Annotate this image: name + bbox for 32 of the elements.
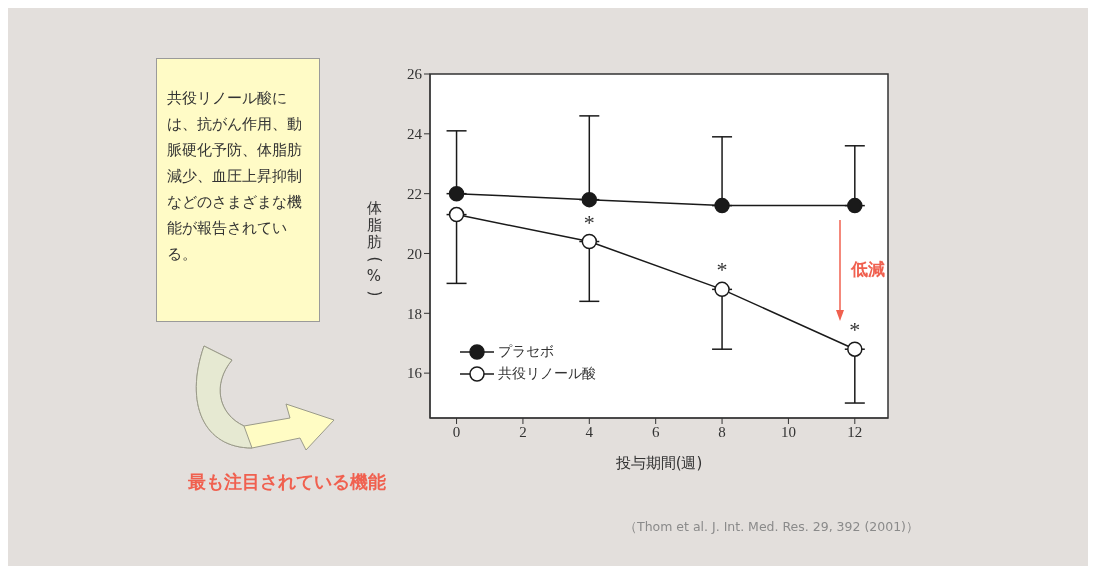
y-tick-label: 26 bbox=[407, 66, 423, 83]
x-tick-label: 0 bbox=[452, 423, 461, 440]
x-axis-title: 投与期間(週) bbox=[614, 454, 703, 472]
x-tick-label: 2 bbox=[519, 423, 527, 440]
point bbox=[714, 197, 730, 214]
y-tick-label: 16 bbox=[407, 365, 423, 382]
y-tick-label: 20 bbox=[407, 245, 422, 262]
text: 最も注目されている機能 bbox=[188, 470, 386, 494]
y-tick-label: 24 bbox=[407, 126, 423, 143]
y-axis-title: 体脂肪(%) bbox=[364, 199, 384, 299]
point bbox=[847, 341, 863, 357]
point bbox=[581, 233, 598, 250]
legend-label: プラセボ bbox=[498, 343, 554, 361]
y-tick-label: 18 bbox=[407, 305, 422, 322]
x-tick-label: 6 bbox=[651, 423, 660, 440]
point bbox=[448, 185, 465, 202]
x-tick-label: 10 bbox=[780, 423, 796, 440]
annotation: * bbox=[716, 257, 728, 283]
x-tick-label: 4 bbox=[585, 423, 594, 440]
point bbox=[847, 197, 863, 214]
point bbox=[448, 206, 465, 223]
x-tick-label: 12 bbox=[847, 423, 863, 440]
legend-label: 共役リノール酸 bbox=[498, 365, 596, 383]
annotation: 低減 bbox=[851, 258, 885, 281]
x-tick-label: 8 bbox=[718, 423, 726, 440]
point bbox=[581, 191, 598, 208]
annotation: * bbox=[583, 209, 595, 235]
annotation: * bbox=[849, 317, 861, 343]
y-tick-label: 22 bbox=[407, 185, 422, 202]
point bbox=[714, 281, 730, 298]
text: 共役リノール酸には、抗がん作用、動脈硬化予防、体脂肪減少、血圧上昇抑制などのさまざまな機能が報告されている。 bbox=[156, 58, 320, 322]
text: （Thom et al. J. Int. Med. Res. 29, 392 (2001)） bbox=[624, 519, 919, 536]
